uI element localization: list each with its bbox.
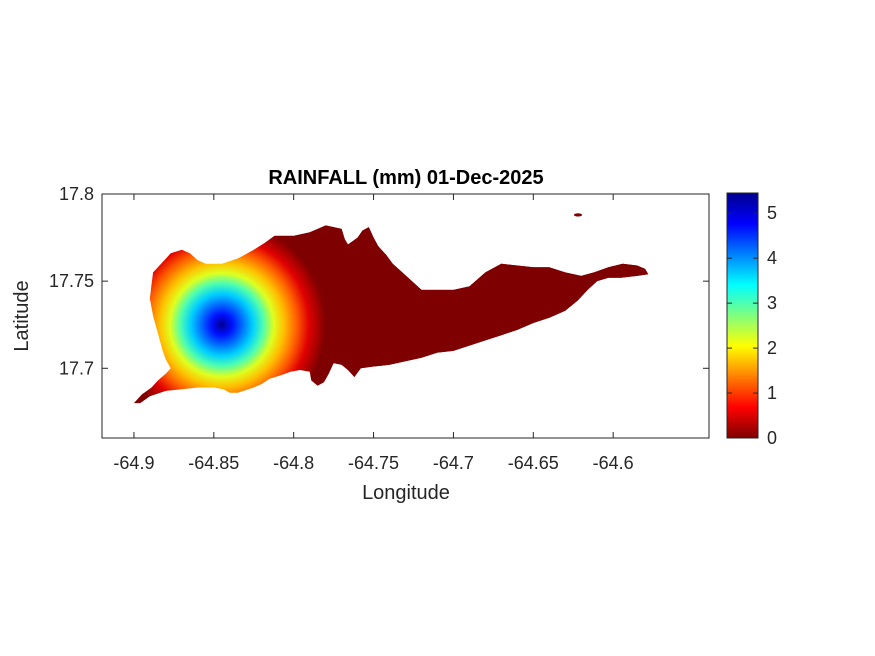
rainfall-map [133, 213, 649, 404]
x-tick-label: -64.9 [113, 453, 154, 473]
x-axis-label: Longitude [362, 482, 450, 504]
x-tick-label: -64.6 [593, 453, 634, 473]
y-axis: 17.7 17.75 17.8 [49, 184, 709, 378]
colorbar-tick-label: 5 [767, 203, 777, 223]
colorbar-tick-label: 1 [767, 383, 777, 403]
chart-title: RAINFALL (mm) 01-Dec-2025 [268, 167, 543, 189]
plot-frame [101, 193, 710, 439]
colorbar-tick-label: 4 [767, 248, 777, 268]
x-tick-label: -64.7 [433, 453, 474, 473]
colorbar-tick-label: 3 [767, 293, 777, 313]
x-axis: -64.9 -64.85 -64.8 -64.75 -64.7 -64.65 -64.6 [113, 194, 634, 473]
x-tick-label: -64.65 [508, 453, 559, 473]
colorbar-tick-label: 0 [767, 428, 777, 448]
colorbar-tick-label: 2 [767, 338, 777, 358]
colorbar-ticks: 0 1 2 3 4 5 [727, 203, 777, 448]
x-tick-label: -64.85 [188, 453, 239, 473]
y-tick-label: 17.75 [49, 271, 94, 291]
y-tick-label: 17.7 [59, 358, 94, 378]
y-axis-label: Latitude [11, 280, 33, 351]
rainfall-minimum-zone [325, 213, 649, 404]
colorbar-gradient-bar [726, 192, 759, 439]
colorbar: 0 1 2 3 4 5 [726, 192, 777, 448]
x-tick-label: -64.8 [273, 453, 314, 473]
x-tick-label: -64.75 [348, 453, 399, 473]
y-tick-label: 17.8 [59, 184, 94, 204]
